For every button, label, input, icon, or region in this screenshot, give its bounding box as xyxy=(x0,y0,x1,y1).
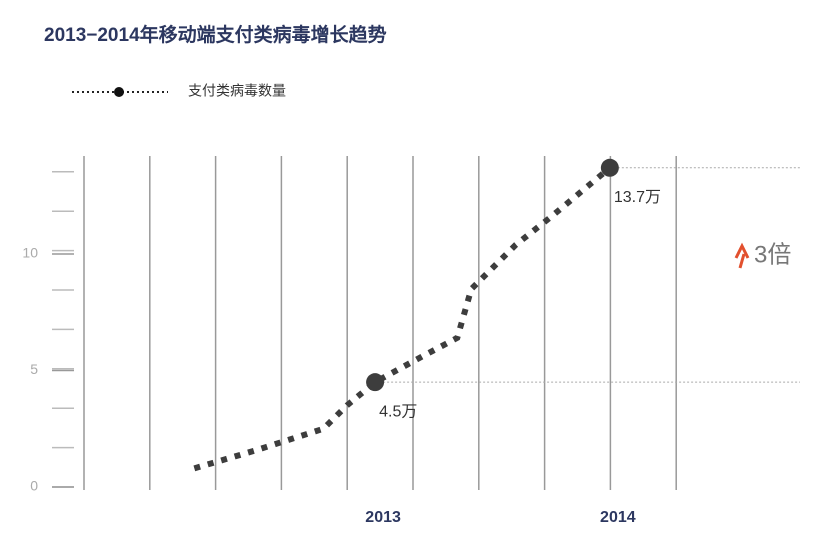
x-tick-label: 2014 xyxy=(600,509,636,526)
chart-title: 2013−2014年移动端支付类病毒增长趋势 xyxy=(44,23,387,46)
value-label: 13.7万 xyxy=(614,189,661,206)
growth-annotation: 3倍 xyxy=(754,241,791,268)
legend: 支付类病毒数量 xyxy=(72,83,286,99)
legend-marker xyxy=(114,87,124,97)
point xyxy=(600,158,619,177)
series-line xyxy=(193,165,612,472)
y-tick-label: 10 xyxy=(22,245,38,261)
point xyxy=(366,373,385,392)
y-tick-label: 0 xyxy=(30,478,38,494)
growth-arrow xyxy=(734,242,750,269)
y-tick-label: 5 xyxy=(30,361,38,377)
legend-label: 支付类病毒数量 xyxy=(188,83,286,99)
value-label: 4.5万 xyxy=(379,403,417,420)
x-tick-label: 2013 xyxy=(365,509,401,526)
